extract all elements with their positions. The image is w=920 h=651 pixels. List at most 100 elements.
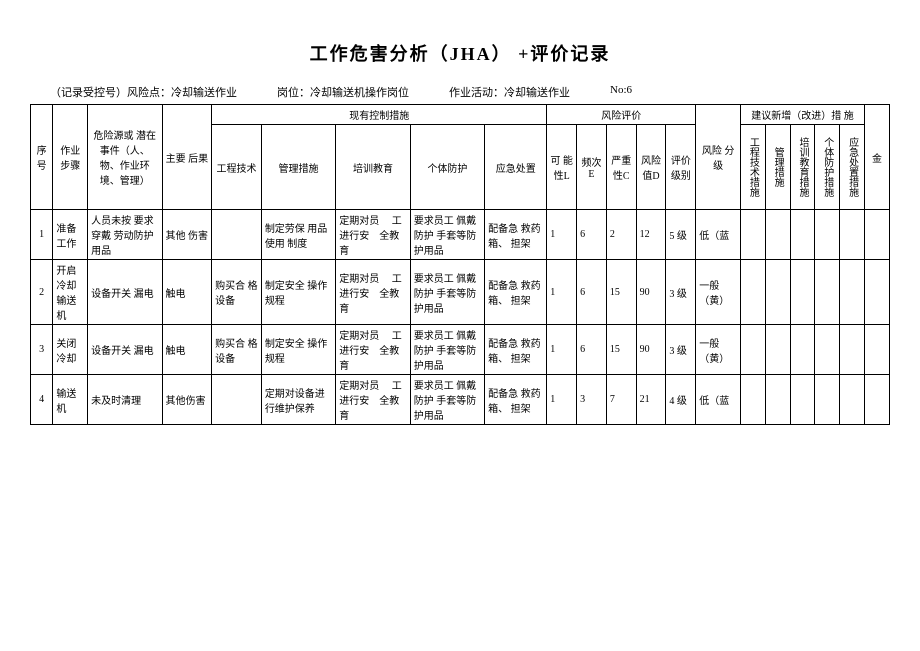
- table-cell: 配备急 救药箱、 担架: [485, 375, 547, 425]
- table-cell: [815, 325, 840, 375]
- table-cell: 3: [31, 325, 53, 375]
- table-cell: [790, 375, 815, 425]
- table-cell: 配备急 救药箱、 担架: [485, 260, 547, 325]
- table-cell: 3 级: [666, 260, 696, 325]
- table-cell: [212, 375, 262, 425]
- hdr-step: 作业步骤: [53, 105, 88, 210]
- table-cell: [815, 210, 840, 260]
- meta-activity: 作业活动：冷却输送作业: [449, 84, 570, 100]
- table-cell: 一般（黄）: [696, 260, 741, 325]
- table-cell: 2: [606, 210, 636, 260]
- table-cell: 5 级: [666, 210, 696, 260]
- table-cell: 低（蓝: [696, 375, 741, 425]
- hdr-existing: 现有控制措施: [212, 105, 547, 125]
- table-cell: 1: [31, 210, 53, 260]
- table-cell: 准备工作: [53, 210, 88, 260]
- table-cell: [790, 210, 815, 260]
- table-cell: 90: [636, 260, 666, 325]
- hdr-money: 金: [865, 105, 890, 210]
- doc-title: 工作危害分析（JHA） +评价记录: [30, 40, 890, 66]
- table-cell: 定期对设备进行维护保养: [261, 375, 335, 425]
- table-cell: [740, 260, 765, 325]
- table-cell: [865, 375, 890, 425]
- table-cell: 人员未按 要求穿戴 劳动防护 用品: [88, 210, 162, 260]
- hdr-mgmt: 管理措施: [261, 125, 335, 210]
- table-cell: 开启冷却输送机: [53, 260, 88, 325]
- table-cell: 要求员工 佩戴防护 手套等防 护用品: [410, 325, 484, 375]
- table-cell: 设备开关 漏电: [88, 325, 162, 375]
- hdr-ppe: 个体防护: [410, 125, 484, 210]
- table-cell: 6: [577, 325, 607, 375]
- table-cell: 2: [31, 260, 53, 325]
- table-cell: 要求员工 佩戴防护 手套等防 护用品: [410, 260, 484, 325]
- meta-no: No:6: [610, 84, 632, 100]
- hdr-level: 评价级别: [666, 125, 696, 210]
- table-cell: 制定安全 操作规程: [261, 325, 335, 375]
- table-cell: 其他 伤害: [162, 210, 212, 260]
- hdr-E: 频次E: [577, 125, 607, 210]
- table-cell: 15: [606, 260, 636, 325]
- meta-row: （记录受控号）风险点：冷却输送作业 岗位：冷却输送机操作岗位 作业活动：冷却输送…: [30, 84, 890, 100]
- table-cell: [212, 210, 262, 260]
- jha-table: 序号 作业步骤 危险源或 潜在事件（人、物、作业环境、管理） 主要 后果 现有控…: [30, 104, 890, 425]
- hdr-L: 可 能性L: [547, 125, 577, 210]
- table-cell: [765, 375, 790, 425]
- table-cell: 一般（黄）: [696, 325, 741, 375]
- meta-record: （记录受控号）风险点：冷却输送作业: [50, 84, 237, 100]
- hdr-D: 风险值D: [636, 125, 666, 210]
- table-cell: [740, 325, 765, 375]
- hdr-suggest: 建议新增（改进）措 施: [740, 105, 864, 125]
- table-cell: 21: [636, 375, 666, 425]
- table-cell: [865, 325, 890, 375]
- hdr-s-eng: 工程技术措施: [740, 125, 765, 210]
- table-cell: [765, 325, 790, 375]
- table-cell: [840, 210, 865, 260]
- table-cell: 配备急 救药箱、 担架: [485, 210, 547, 260]
- table-cell: 设备开关 漏电: [88, 260, 162, 325]
- hdr-s-mgmt: 管理措施: [765, 125, 790, 210]
- hdr-s-train: 培训教育措施: [790, 125, 815, 210]
- table-row: 4输送机未及时清理其他伤害定期对设备进行维护保养定期对员 工进行安 全教育要求员…: [31, 375, 890, 425]
- table-cell: [790, 325, 815, 375]
- table-cell: 15: [606, 325, 636, 375]
- table-cell: [840, 325, 865, 375]
- table-cell: 定期对员 工进行安 全教育: [336, 375, 410, 425]
- table-row: 1准备工作人员未按 要求穿戴 劳动防护 用品其他 伤害制定劳保 用品使用 制度定…: [31, 210, 890, 260]
- table-cell: [740, 210, 765, 260]
- table-cell: 7: [606, 375, 636, 425]
- table-cell: 90: [636, 325, 666, 375]
- table-cell: [740, 375, 765, 425]
- table-cell: 配备急 救药箱、 担架: [485, 325, 547, 375]
- table-cell: 购买合 格设备: [212, 260, 262, 325]
- hdr-seq: 序号: [31, 105, 53, 210]
- table-cell: [815, 375, 840, 425]
- table-cell: 定期对员 工进行安 全教育: [336, 260, 410, 325]
- table-cell: 触电: [162, 260, 212, 325]
- table-cell: [840, 260, 865, 325]
- table-cell: 制定安全 操作规程: [261, 260, 335, 325]
- table-cell: [765, 260, 790, 325]
- table-cell: 要求员工 佩戴防护 手套等防 护用品: [410, 375, 484, 425]
- hdr-riskeval: 风险评价: [547, 105, 696, 125]
- table-cell: 4 级: [666, 375, 696, 425]
- hdr-hazard: 危险源或 潜在事件（人、物、作业环境、管理）: [88, 105, 162, 210]
- table-cell: 要求员工 佩戴防护 手套等防 护用品: [410, 210, 484, 260]
- table-cell: [815, 260, 840, 325]
- table-row: 2开启冷却输送机设备开关 漏电触电购买合 格设备制定安全 操作规程定期对员 工进…: [31, 260, 890, 325]
- hdr-training: 培训教育: [336, 125, 410, 210]
- table-cell: [865, 210, 890, 260]
- table-cell: 制定劳保 用品使用 制度: [261, 210, 335, 260]
- table-cell: 6: [577, 210, 607, 260]
- table-cell: 12: [636, 210, 666, 260]
- hdr-eng: 工程技术: [212, 125, 262, 210]
- table-cell: 关闭冷却: [53, 325, 88, 375]
- table-cell: [865, 260, 890, 325]
- meta-post: 岗位：冷却输送机操作岗位: [277, 84, 409, 100]
- table-row: 3关闭冷却设备开关 漏电触电购买合 格设备制定安全 操作规程定期对员 工进行安 …: [31, 325, 890, 375]
- hdr-s-ppe: 个体防护措施: [815, 125, 840, 210]
- table-cell: 购买合 格设备: [212, 325, 262, 375]
- table-cell: 输送机: [53, 375, 88, 425]
- table-cell: 1: [547, 210, 577, 260]
- table-cell: 触电: [162, 325, 212, 375]
- table-cell: 3: [577, 375, 607, 425]
